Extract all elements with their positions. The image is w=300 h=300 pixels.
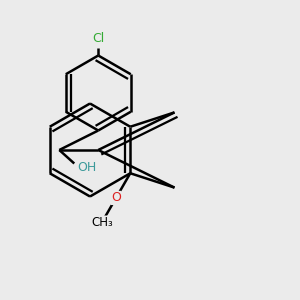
- Text: CH₃: CH₃: [91, 216, 112, 229]
- Text: O: O: [111, 191, 121, 204]
- Text: Cl: Cl: [92, 32, 104, 45]
- Text: OH: OH: [77, 161, 97, 175]
